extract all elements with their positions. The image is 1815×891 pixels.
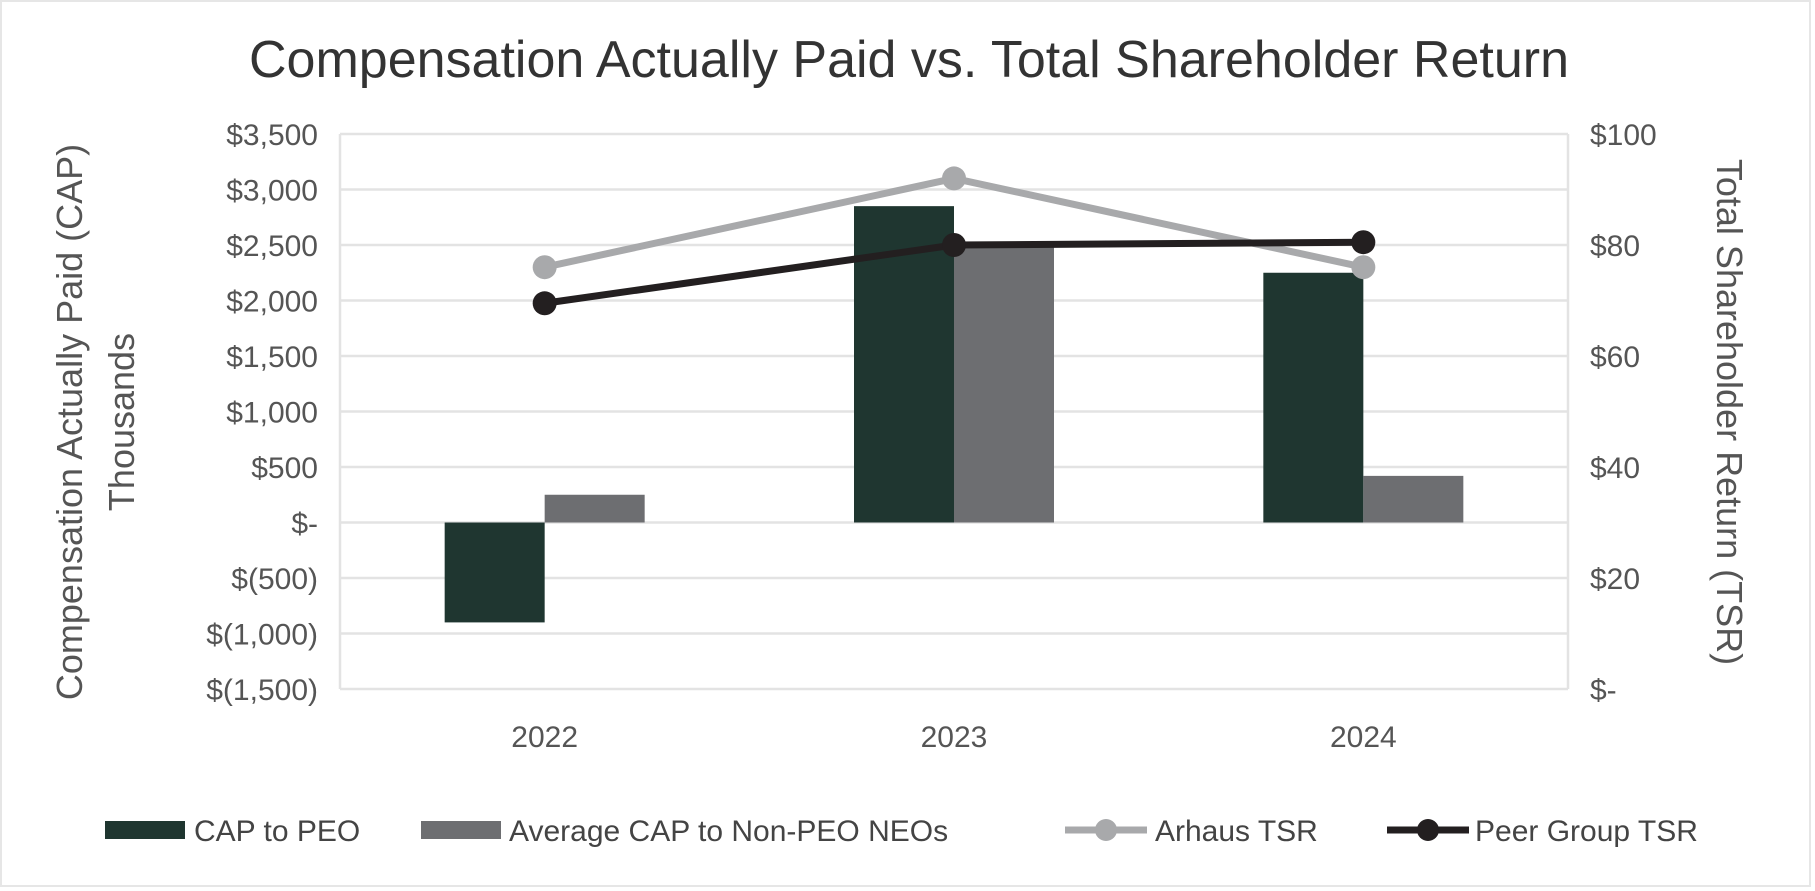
- bar-average-cap-to-non-peo-neos: [954, 245, 1054, 523]
- x-tick-label: 2022: [511, 721, 578, 754]
- y-axis-ticks: $3,500 $3,000 $2,500 $2,000 $1,500 $1,000 $500…: [206, 119, 318, 707]
- bar-series: [444, 206, 1464, 623]
- y-axis-title: Compensation Actually Paid (CAP): [49, 144, 90, 700]
- y2-axis-title: Total Shareholder Return (TSR): [1709, 159, 1750, 665]
- y2-tick-label: $-: [1590, 674, 1617, 707]
- legend-swatch-average-cap-to-non-peo-neos: [421, 821, 501, 839]
- y2-axis-label: Total Shareholder Return (TSR): [1709, 159, 1750, 665]
- y-axis-label: Compensation Actually Paid (CAP) Thousan…: [49, 144, 142, 700]
- point-peer-group-tsr: [942, 233, 966, 257]
- y-tick-label: $-: [291, 508, 318, 541]
- y-tick-label: $2,500: [226, 230, 318, 263]
- x-tick-label: 2023: [921, 721, 988, 754]
- y-tick-label: $3,500: [226, 119, 318, 152]
- point-arhaus-tsr: [1351, 255, 1376, 280]
- y2-tick-label: $20: [1590, 563, 1640, 596]
- y2-tick-label: $80: [1590, 230, 1640, 263]
- y2-tick-label: $60: [1590, 341, 1640, 374]
- point-peer-group-tsr: [532, 291, 557, 316]
- point-arhaus-tsr: [532, 255, 557, 280]
- y-axis-subtitle: Thousands: [101, 333, 142, 511]
- legend: CAP to PEO Average CAP to Non-PEO NEOs Arh…: [105, 815, 1698, 848]
- x-axis-ticks: 2022 2023 2024: [511, 721, 1396, 754]
- y-tick-label: $1,500: [226, 341, 318, 374]
- point-arhaus-tsr: [942, 166, 966, 191]
- y-tick-label: $500: [251, 452, 318, 485]
- y-tick-label: $(1,500): [206, 674, 318, 707]
- y-tick-label: $(500): [231, 563, 318, 596]
- legend-label-average-cap-to-non-peo-neos: Average CAP to Non-PEO NEOs: [509, 815, 948, 848]
- bar-cap-to-peo: [444, 522, 545, 623]
- point-peer-group-tsr: [1351, 230, 1376, 255]
- y2-axis-ticks: $100 $80 $60 $40 $20 $-: [1590, 119, 1657, 707]
- y-tick-label: $(1,000): [206, 619, 318, 652]
- legend-marker-peer-group-tsr: [1417, 819, 1439, 841]
- y-tick-label: $1,000: [226, 397, 318, 430]
- legend-swatch-cap-to-peo: [105, 821, 185, 839]
- legend-label-cap-to-peo: CAP to PEO: [194, 815, 360, 848]
- legend-label-peer-group-tsr: Peer Group TSR: [1475, 815, 1698, 848]
- x-tick-label: 2024: [1330, 721, 1397, 754]
- legend-marker-arhaus-tsr: [1095, 819, 1117, 841]
- y2-tick-label: $40: [1590, 452, 1640, 485]
- y-tick-label: $3,000: [226, 175, 318, 208]
- chart-title: Compensation Actually Paid vs. Total Sha…: [249, 31, 1569, 89]
- line-series: [532, 166, 1376, 316]
- bar-average-cap-to-non-peo-neos: [1363, 475, 1464, 523]
- legend-label-arhaus-tsr: Arhaus TSR: [1155, 815, 1318, 848]
- y-tick-label: $2,000: [226, 286, 318, 319]
- bar-average-cap-to-non-peo-neos: [544, 494, 645, 523]
- y2-tick-label: $100: [1590, 119, 1657, 152]
- bar-cap-to-peo: [1263, 272, 1364, 523]
